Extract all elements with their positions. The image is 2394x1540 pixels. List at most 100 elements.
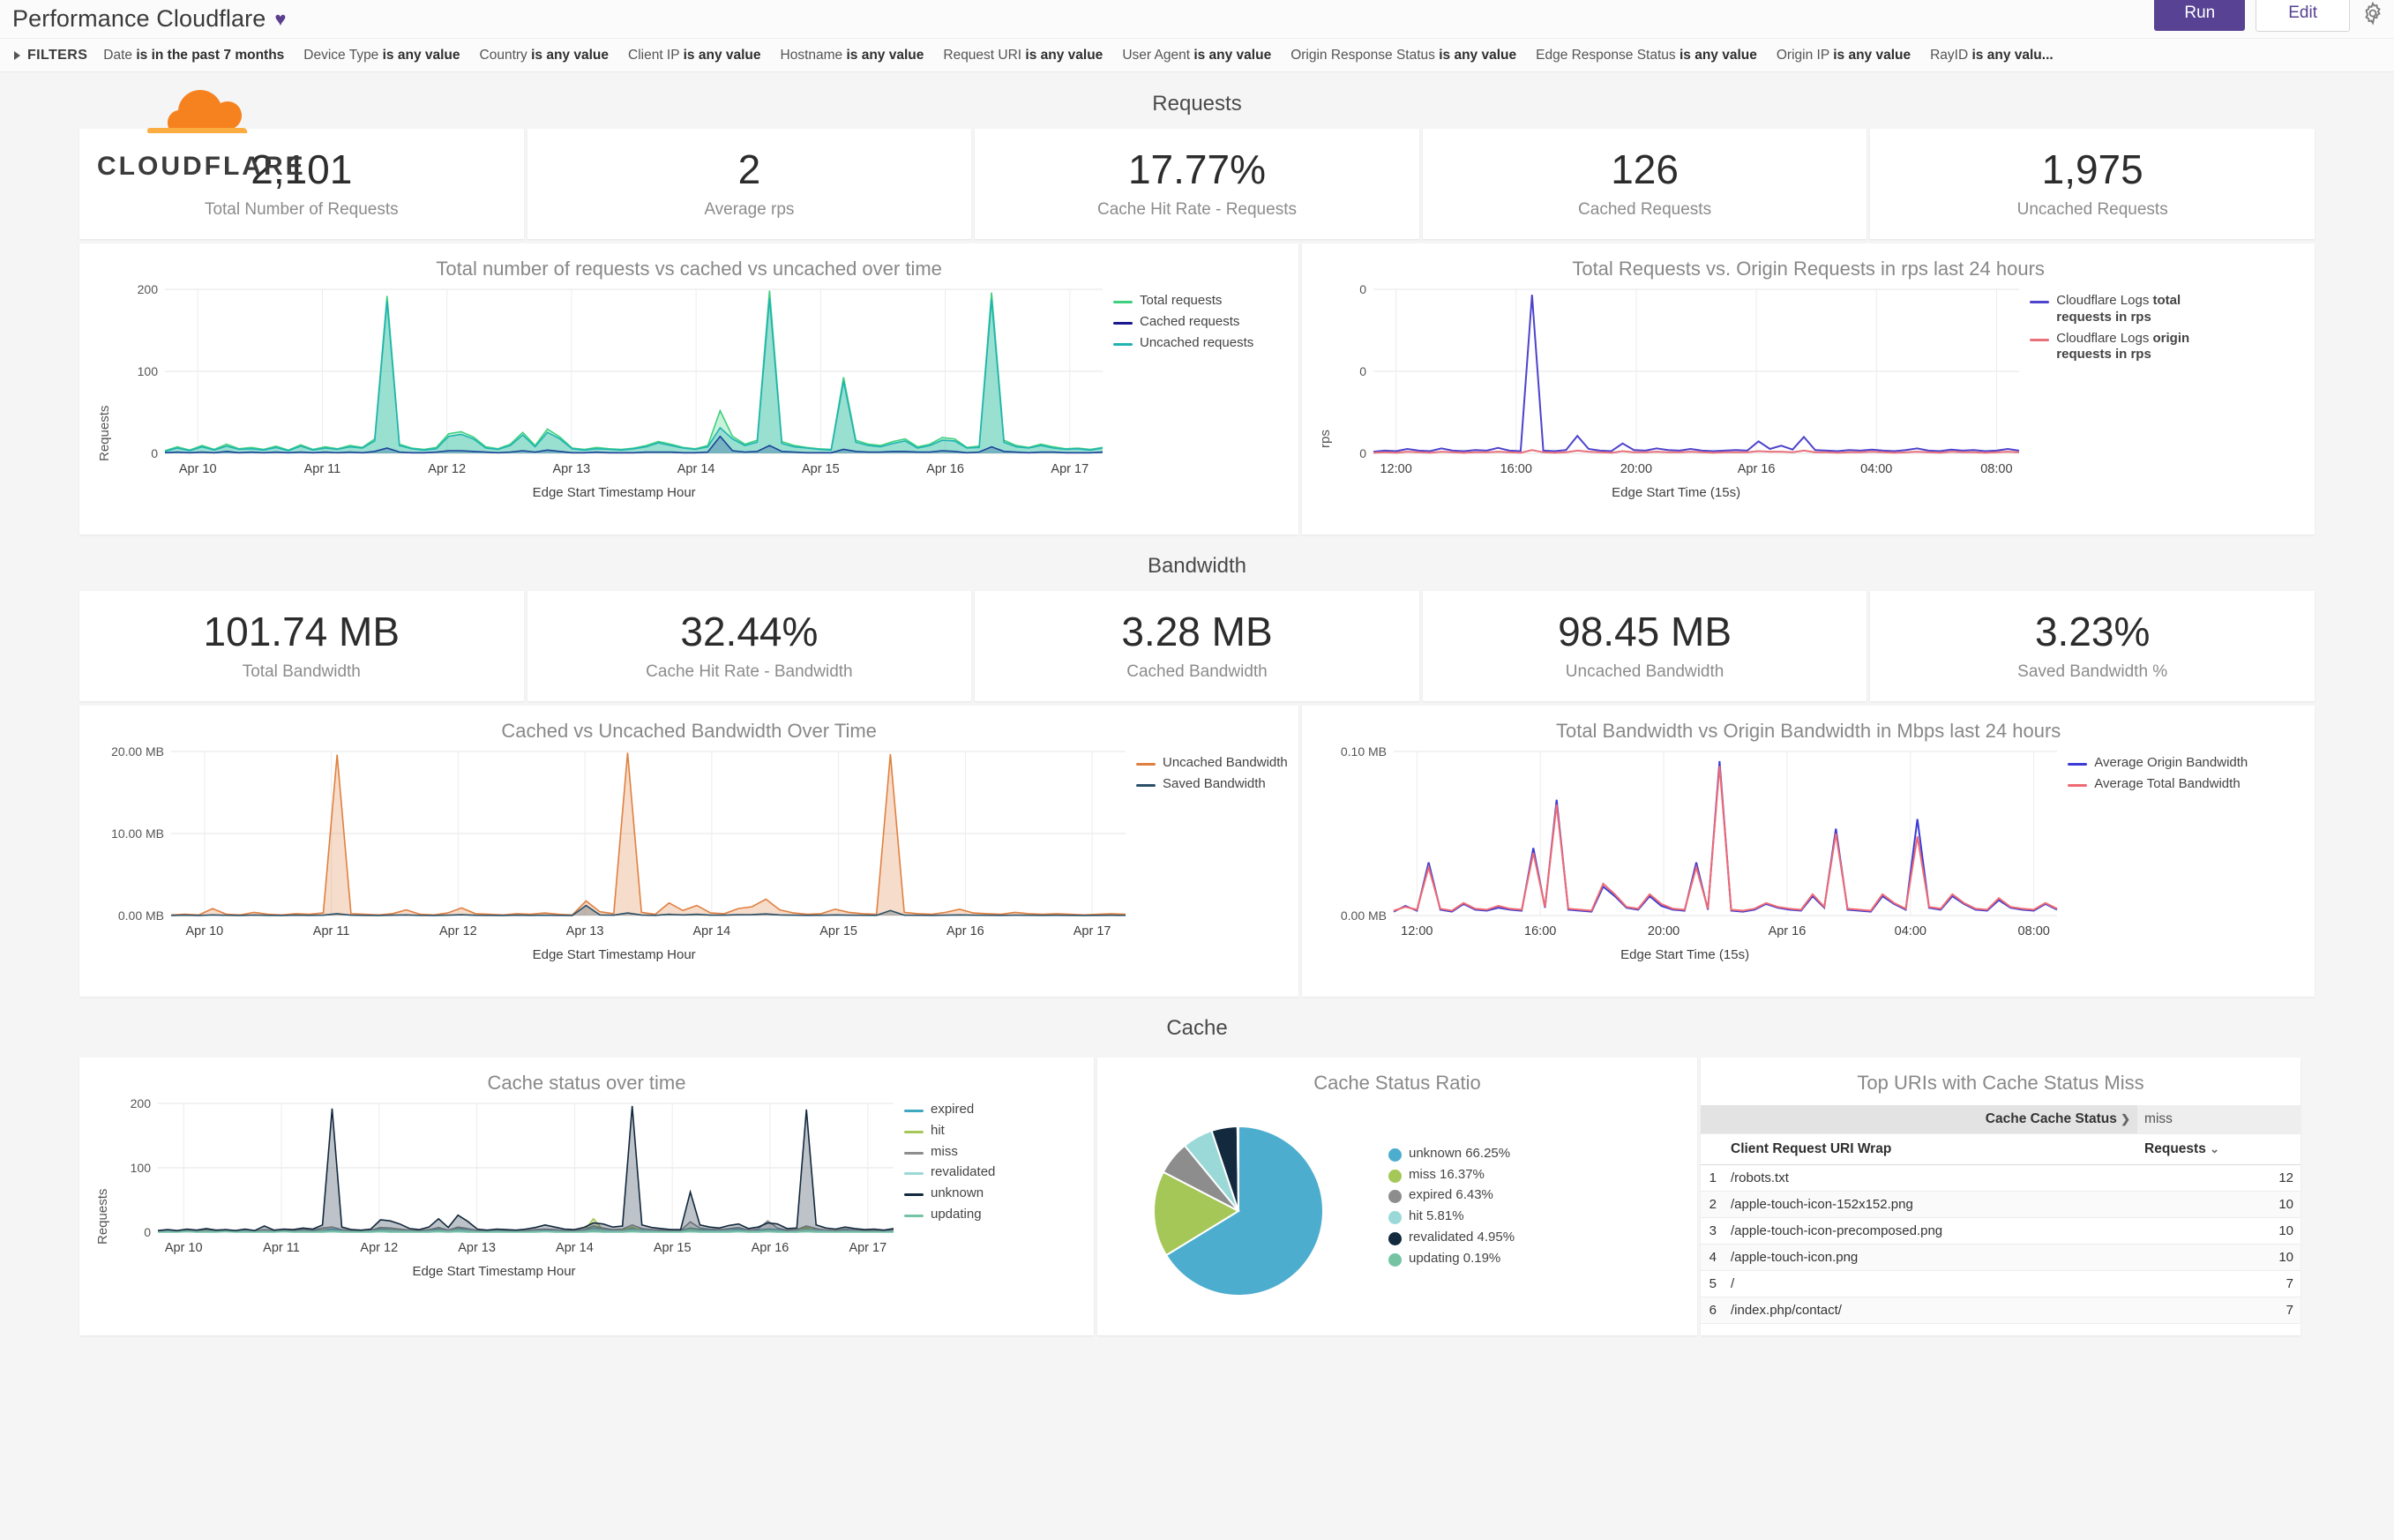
filter-chip[interactable]: Country is any value [480, 48, 609, 64]
table-row[interactable]: 6 /index.php/contact/ 7 [1701, 1297, 2300, 1324]
table-row[interactable]: 3 /apple-touch-icon-precomposed.png 10 [1701, 1217, 2300, 1245]
legend-item[interactable]: unknown 66.25% [1388, 1146, 1515, 1162]
gear-icon[interactable] [2360, 1, 2385, 26]
legend-item[interactable]: hit [904, 1123, 995, 1140]
svg-text:Apr 15: Apr 15 [802, 462, 840, 476]
legend-item[interactable]: Uncached Bandwidth [1136, 755, 1288, 772]
table-panel-top-uris[interactable]: Top URIs with Cache Status Miss Cache Ca… [1701, 1058, 2300, 1335]
legend-item[interactable]: Saved Bandwidth [1136, 776, 1288, 793]
kpi-value: 2 [737, 146, 761, 193]
legend-item[interactable]: Cloudflare Logs origin requests in rps [2030, 331, 2219, 364]
chart-panel-cache-status-ratio[interactable]: Cache Status Ratio unknown 66.25% miss 16… [1097, 1058, 1697, 1335]
edit-button[interactable]: Edit [2256, 0, 2350, 32]
heart-icon[interactable]: ♥ [274, 7, 287, 30]
legend-item[interactable]: Average Origin Bandwidth [2068, 755, 2248, 772]
cell-uri: /apple-touch-icon-152x152.png [1724, 1191, 2138, 1218]
chart-canvas-bandwidth-vs-origin: 0.00 MB 0.10 MB 12:00 16:00 20:00 Apr 16 04:00… [1341, 744, 2058, 938]
legend-item[interactable]: hit 5.81% [1388, 1208, 1515, 1225]
legend-swatch [904, 1130, 924, 1133]
svg-text:Apr 14: Apr 14 [693, 924, 731, 938]
legend-item[interactable]: Cloudflare Logs total requests in rps [2030, 293, 2219, 326]
cloudflare-cloud-icon [146, 90, 248, 133]
cell-uri: /robots.txt [1724, 1164, 2138, 1192]
filter-chip[interactable]: Client IP is any value [628, 48, 761, 64]
section-title-requests: Requests [1152, 92, 1242, 116]
filter-chip[interactable]: User Agent is any value [1122, 48, 1271, 64]
kpi-tile[interactable]: 3.28 MB Cached Bandwidth [975, 591, 1419, 701]
column-header-requests[interactable]: Requests ⌄ [2137, 1133, 2300, 1165]
legend-item[interactable]: revalidated [904, 1164, 995, 1181]
row-index: 3 [1701, 1217, 1724, 1245]
legend-item[interactable]: expired [904, 1102, 995, 1118]
cell-requests: 10 [2137, 1217, 2300, 1245]
y-axis-label: Requests [95, 1188, 110, 1245]
x-axis-label: Edge Start Time (15s) [1620, 947, 1750, 962]
legend-item[interactable]: revalidated 4.95% [1388, 1230, 1515, 1246]
filter-field: Date [103, 47, 133, 63]
legend-swatch [1113, 321, 1133, 325]
kpi-tile[interactable]: 1,975 Uncached Requests [1870, 129, 2315, 239]
legend-swatch [1388, 1148, 1402, 1162]
legend-label: hit [931, 1122, 945, 1138]
legend-item[interactable]: Total requests [1113, 293, 1253, 310]
svg-text:0: 0 [1359, 446, 1366, 460]
group-header-label[interactable]: Cache Cache Status ❯ [1701, 1105, 2138, 1134]
chart-panel-bandwidth-vs-origin[interactable]: Total Bandwidth vs Origin Bandwidth in M… [1302, 706, 2315, 997]
legend-item[interactable]: Cached requests [1113, 314, 1253, 331]
kpi-value: 98.45 MB [1558, 609, 1732, 655]
table-row[interactable]: 2 /apple-touch-icon-152x152.png 10 [1701, 1191, 2300, 1218]
svg-text:0: 0 [1359, 364, 1366, 378]
legend-swatch [1388, 1231, 1402, 1245]
legend-swatch [904, 1110, 924, 1112]
chevron-right-icon: ❯ [2121, 1112, 2131, 1125]
kpi-tile[interactable]: 101.74 MB Total Bandwidth [79, 591, 524, 701]
svg-text:08:00: 08:00 [2018, 924, 2050, 938]
svg-text:Apr 14: Apr 14 [677, 462, 715, 476]
filter-chip[interactable]: Edge Response Status is any value [1536, 48, 1757, 64]
filter-chip[interactable]: RayID is any valu... [1930, 48, 2054, 64]
filter-chip[interactable]: Origin Response Status is any value [1291, 48, 1516, 64]
legend-item[interactable]: miss [904, 1144, 995, 1161]
legend-item[interactable]: updating [904, 1207, 995, 1223]
svg-text:Apr 14: Apr 14 [556, 1241, 594, 1255]
filter-field: User Agent [1122, 47, 1190, 63]
filters-toggle[interactable]: FILTERS [14, 48, 87, 64]
kpi-tile[interactable]: 2 Average rps [527, 129, 972, 239]
table-row[interactable]: 1 /robots.txt 12 [1701, 1164, 2300, 1192]
kpi-tile[interactable]: 3.23% Saved Bandwidth % [1870, 591, 2315, 701]
kpi-label: Cached Bandwidth [1126, 662, 1268, 681]
legend-item[interactable]: unknown [904, 1185, 995, 1202]
svg-text:04:00: 04:00 [1895, 924, 1926, 938]
chevron-down-icon: ⌄ [2210, 1142, 2220, 1155]
run-button[interactable]: Run [2154, 0, 2246, 31]
svg-text:Apr 10: Apr 10 [186, 924, 224, 938]
legend-item[interactable]: updating 0.19% [1388, 1251, 1515, 1267]
svg-text:Apr 13: Apr 13 [553, 462, 591, 476]
filter-chip[interactable]: Request URI is any value [943, 48, 1103, 64]
x-axis-label: Edge Start Timestamp Hour [532, 485, 696, 500]
legend-item[interactable]: Average Total Bandwidth [2068, 776, 2248, 793]
filter-chip[interactable]: Device Type is any value [303, 48, 460, 64]
table-row[interactable]: 4 /apple-touch-icon.png 10 [1701, 1244, 2300, 1271]
column-header-uri[interactable]: Client Request URI Wrap [1724, 1133, 2138, 1165]
filter-bar: FILTERS Date is in the past 7 months Dev… [0, 39, 2394, 72]
legend-label: Uncached Bandwidth [1163, 755, 1288, 770]
chart-panel-requests-vs-origin[interactable]: Total Requests vs. Origin Requests in rp… [1302, 243, 2315, 535]
legend-item[interactable]: expired 6.43% [1388, 1187, 1515, 1204]
legend-label: Total requests [1140, 293, 1223, 308]
chart-panel-requests-over-time[interactable]: Total number of requests vs cached vs un… [79, 243, 1299, 535]
legend-item[interactable]: miss 16.37% [1388, 1167, 1515, 1184]
kpi-label: Total Bandwidth [242, 662, 361, 681]
table-row[interactable]: 5 / 7 [1701, 1270, 2300, 1297]
kpi-tile[interactable]: 32.44% Cache Hit Rate - Bandwidth [527, 591, 972, 701]
chart-panel-cache-status-over-time[interactable]: Cache status over time Requests 0 100 200 A… [79, 1058, 1094, 1335]
legend-item[interactable]: Uncached requests [1113, 335, 1253, 352]
kpi-tile[interactable]: 2,101 Total Number of Requests [79, 129, 524, 239]
kpi-tile[interactable]: 17.77% Cache Hit Rate - Requests [975, 129, 1419, 239]
chart-panel-bandwidth-over-time[interactable]: Cached vs Uncached Bandwidth Over Time 0… [79, 706, 1299, 997]
filter-chip[interactable]: Hostname is any value [781, 48, 924, 64]
filter-chip[interactable]: Date is in the past 7 months [103, 48, 284, 64]
kpi-tile[interactable]: 98.45 MB Uncached Bandwidth [1422, 591, 1867, 701]
kpi-tile[interactable]: 126 Cached Requests [1422, 129, 1867, 239]
filter-chip[interactable]: Origin IP is any value [1777, 48, 1911, 64]
